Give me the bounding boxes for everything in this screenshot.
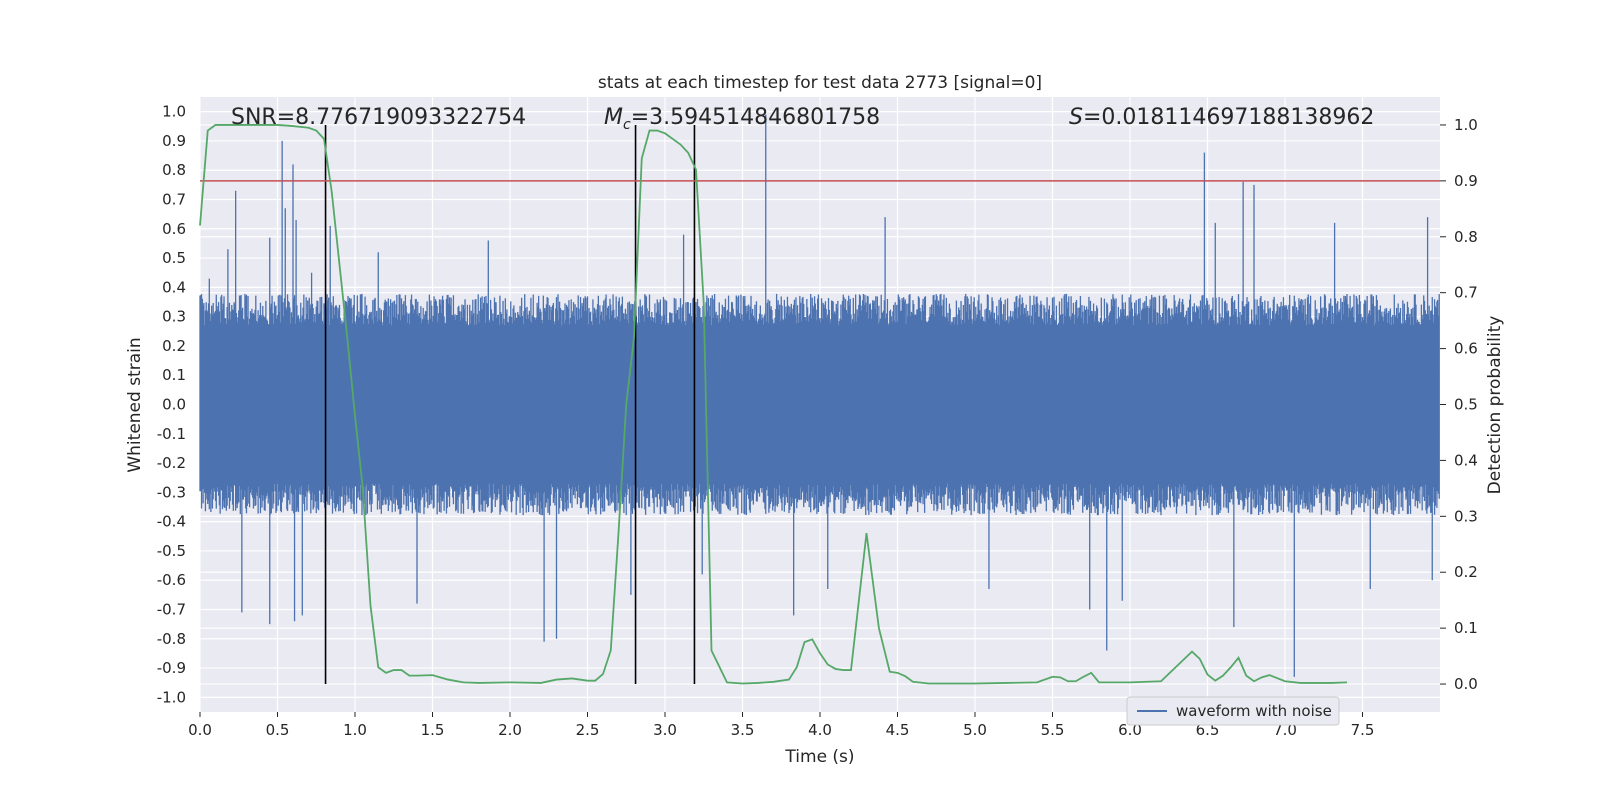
y-left-tick-label: -0.9: [157, 659, 186, 677]
x-tick-label: 5.0: [963, 721, 987, 739]
x-tick-label: 3.5: [731, 721, 755, 739]
y-left-tick-label: 0.5: [162, 249, 186, 267]
y-right-tick-label: 0.0: [1454, 675, 1478, 693]
chart-title: stats at each timestep for test data 277…: [598, 73, 1042, 93]
y-left-tick-label: -0.6: [157, 571, 186, 589]
x-tick-label: 0.0: [188, 721, 212, 739]
chirp-mass-symbol: M: [604, 105, 623, 130]
x-tick-label: 1.5: [421, 721, 445, 739]
x-tick-label: 5.5: [1041, 721, 1065, 739]
y-left-tick-label: -0.4: [157, 513, 186, 531]
y-left-tick-label: 0.8: [162, 161, 186, 179]
x-axis-label: Time (s): [784, 747, 854, 767]
x-tick-label: 7.5: [1351, 721, 1375, 739]
y-left-tick-label: 0.0: [162, 396, 186, 414]
y-axis-label-left: Whitened strain: [125, 337, 145, 472]
chirp-mass-annotation: Mc=3.594514846801758: [604, 105, 880, 133]
x-tick-label: 4.0: [808, 721, 832, 739]
y-right-tick-label: 0.5: [1454, 396, 1478, 414]
y-right-tick-label: 0.8: [1454, 228, 1478, 246]
y-right-tick-label: 1.0: [1454, 116, 1478, 134]
y-right-tick-label: 0.2: [1454, 563, 1478, 581]
s-annotation: S=0.018114697188138962: [1069, 105, 1374, 130]
y-left-tick-label: 0.2: [162, 337, 186, 355]
y-left-tick-label: 1.0: [162, 103, 186, 121]
y-left-tick-label: 0.6: [162, 220, 186, 238]
y-right-tick-label: 0.3: [1454, 507, 1478, 525]
y-left-tick-label: 0.7: [162, 191, 186, 209]
vertical-lines: [324, 124, 696, 685]
x-tick-label: 3.0: [653, 721, 677, 739]
x-tick-label: 4.5: [886, 721, 910, 739]
y-left-tick-label: 0.9: [162, 132, 186, 150]
y-right-tick-label: 0.9: [1454, 172, 1478, 190]
y-left-tick-label: -0.7: [157, 601, 186, 619]
chirp-mass-subscript: c: [623, 117, 631, 133]
y-right-tick-label: 0.7: [1454, 284, 1478, 302]
y-left-tick-label: -1.0: [157, 688, 186, 706]
s-symbol: S: [1069, 105, 1083, 130]
s-value: =0.018114697188138962: [1083, 105, 1374, 130]
y-left-tick-label: -0.1: [157, 425, 186, 443]
x-tick-label: 1.0: [343, 721, 367, 739]
probability-series: [199, 124, 1348, 685]
waveform-series: [199, 114, 1440, 677]
y-right-tick-label: 0.4: [1454, 451, 1478, 469]
axes: 0.0 0.5 1.0 1.5 2.0 2.5 3.0 3.5 4.0 4.5 5.0 5.5 6.0 6…: [157, 103, 1478, 739]
x-tick-label: 2.0: [498, 721, 522, 739]
legend-box: [1126, 696, 1340, 726]
y-right-tick-label: 0.1: [1454, 619, 1478, 637]
y-axis-label-right: Detection probability: [1485, 316, 1505, 495]
legend-label: waveform with noise: [1176, 702, 1332, 720]
y-left-tick-label: 0.1: [162, 366, 186, 384]
y-left-tick-label: 0.3: [162, 308, 186, 326]
x-tick-label: 0.5: [266, 721, 290, 739]
y-left-tick-label: -0.5: [157, 542, 186, 560]
legend: waveform with noise: [1126, 696, 1340, 726]
waveform-line: [199, 114, 1440, 677]
y-left-tick-label: -0.3: [157, 483, 186, 501]
x-tick-label: 2.5: [576, 721, 600, 739]
chirp-mass-value: =3.594514846801758: [631, 105, 880, 130]
y-left-tick-label: -0.2: [157, 454, 186, 472]
y-left-tick-label: 0.4: [162, 278, 186, 296]
y-right-tick-label: 0.6: [1454, 340, 1478, 358]
snr-annotation: SNR=8.776719093322754: [231, 105, 526, 130]
detection-probability-line: [199, 124, 1348, 685]
y-left-tick-label: -0.8: [157, 630, 186, 648]
